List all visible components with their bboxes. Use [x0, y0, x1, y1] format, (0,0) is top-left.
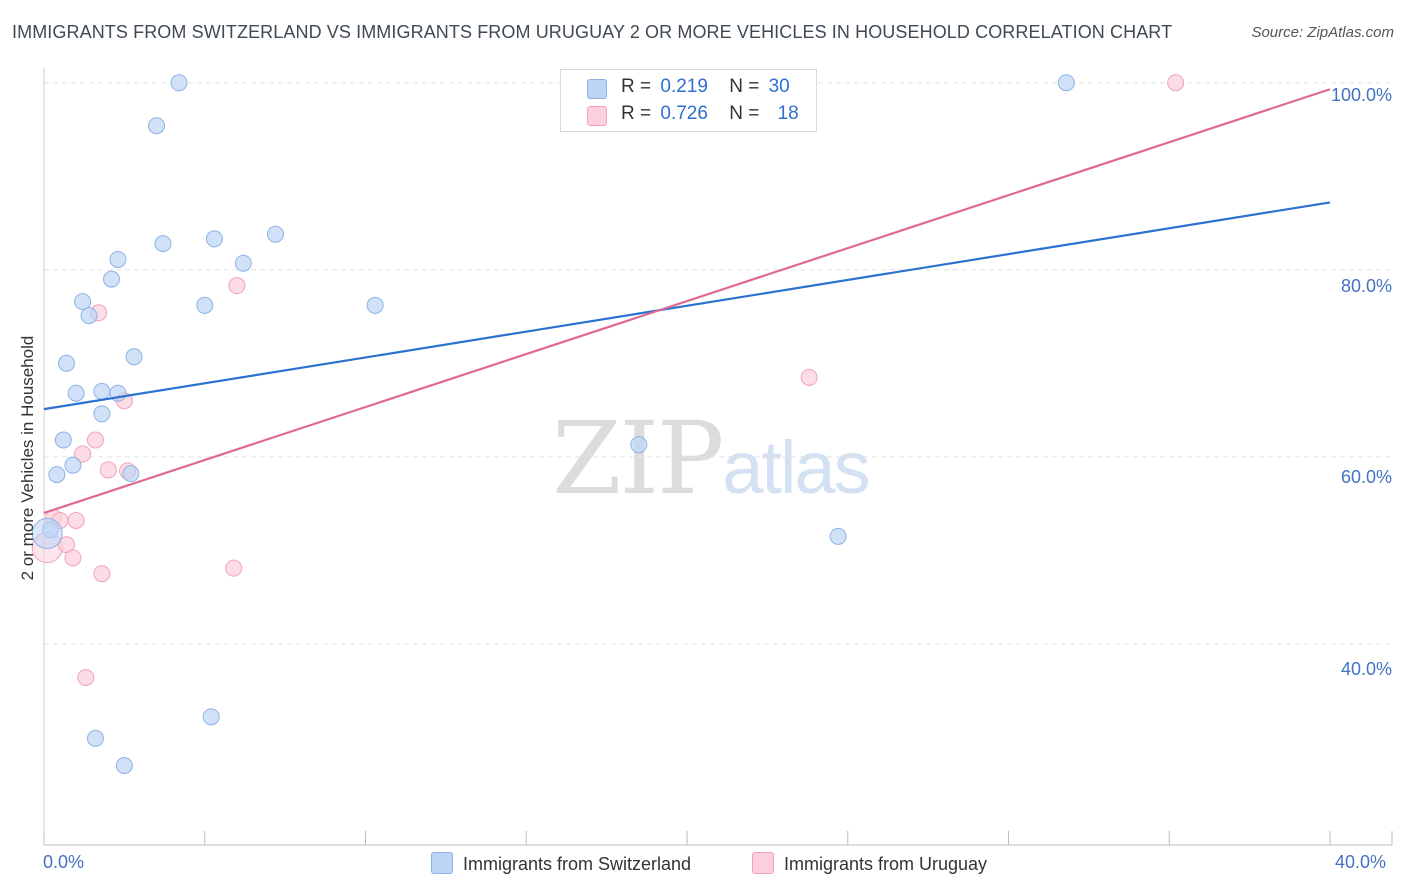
point-switzerland: [154, 235, 172, 253]
chart-title: IMMIGRANTS FROM SWITZERLAND VS IMMIGRANT…: [12, 22, 1173, 42]
point-switzerland: [196, 296, 214, 314]
point-uruguay: [86, 431, 104, 449]
legend-r-label: R =: [621, 103, 652, 124]
legend-r-label: R =: [621, 76, 652, 97]
point-uruguay: [67, 511, 85, 529]
point-switzerland: [366, 296, 384, 314]
legend-n-uruguay: 18: [777, 103, 799, 124]
point-uruguay: [225, 559, 243, 577]
watermark: ZIPatlas: [552, 400, 871, 517]
point-switzerland: [122, 465, 140, 483]
point-uruguay: [1167, 74, 1185, 92]
legend-swatch-uruguay: [587, 106, 607, 126]
point-switzerland: [125, 348, 143, 366]
legend-n-label: N =: [729, 76, 760, 97]
point-uruguay: [228, 277, 246, 295]
point-switzerland: [829, 527, 847, 545]
point-switzerland: [74, 293, 92, 311]
point-uruguay: [77, 669, 95, 687]
point-uruguay: [800, 368, 818, 386]
point-switzerland: [31, 518, 63, 550]
correlation-legend: R = 0.219 N = 30 R = 0.726 N = 18: [560, 69, 817, 132]
point-switzerland: [115, 756, 133, 774]
x-tick-label-40: 40.0%: [1335, 852, 1387, 872]
point-switzerland: [58, 354, 76, 372]
y-tick-label-80: 80.0%: [1340, 276, 1392, 296]
legend-r-uruguay: 0.726: [660, 103, 708, 124]
source-credit: Source: ZipAtlas.com: [1251, 24, 1394, 41]
point-uruguay: [74, 445, 92, 463]
point-switzerland: [54, 431, 72, 449]
legend-n-label: N =: [729, 103, 760, 124]
bottom-legend-switzerland: Immigrants from Switzerland: [431, 852, 691, 875]
point-uruguay: [64, 549, 82, 567]
point-uruguay: [99, 461, 117, 479]
bottom-legend-uruguay: Immigrants from Uruguay: [752, 852, 987, 875]
point-switzerland: [80, 307, 98, 325]
watermark-atlas: atlas: [722, 426, 870, 509]
point-switzerland: [48, 466, 66, 484]
watermark-zip: ZIP: [552, 400, 724, 517]
bottom-legend-swatch-uruguay: [752, 852, 774, 874]
point-switzerland: [93, 382, 111, 400]
y-tick-label-40: 40.0%: [1340, 659, 1392, 679]
point-switzerland: [109, 250, 127, 268]
point-switzerland: [630, 436, 648, 454]
point-switzerland: [205, 230, 223, 248]
point-switzerland: [202, 708, 220, 726]
y-axis-label: 2 or more Vehicles in Household: [18, 335, 37, 581]
point-switzerland: [234, 254, 252, 272]
point-uruguay: [93, 565, 111, 583]
point-switzerland: [148, 117, 166, 135]
point-switzerland: [170, 74, 188, 92]
legend-r-switzerland: 0.219: [660, 76, 708, 97]
bottom-legend-label-uruguay: Immigrants from Uruguay: [784, 854, 988, 874]
point-switzerland: [1057, 74, 1075, 92]
bottom-legend-swatch-switzerland: [431, 852, 453, 874]
legend-swatch-switzerland: [587, 79, 607, 99]
point-switzerland: [266, 225, 284, 243]
point-switzerland: [93, 405, 111, 423]
y-tick-label-60: 60.0%: [1340, 467, 1392, 487]
point-switzerland: [86, 729, 104, 747]
point-switzerland: [67, 384, 85, 402]
legend-n-switzerland: 30: [768, 76, 790, 97]
point-switzerland: [103, 270, 121, 288]
x-tick-label-0: 0.0%: [43, 852, 85, 872]
trend-line-uruguay: [43, 88, 1331, 515]
bottom-legend-label-switzerland: Immigrants from Switzerland: [463, 854, 692, 874]
trend-line-switzerland: [43, 201, 1331, 411]
y-tick-label-100: 100.0%: [1330, 85, 1392, 105]
point-switzerland: [64, 456, 82, 474]
